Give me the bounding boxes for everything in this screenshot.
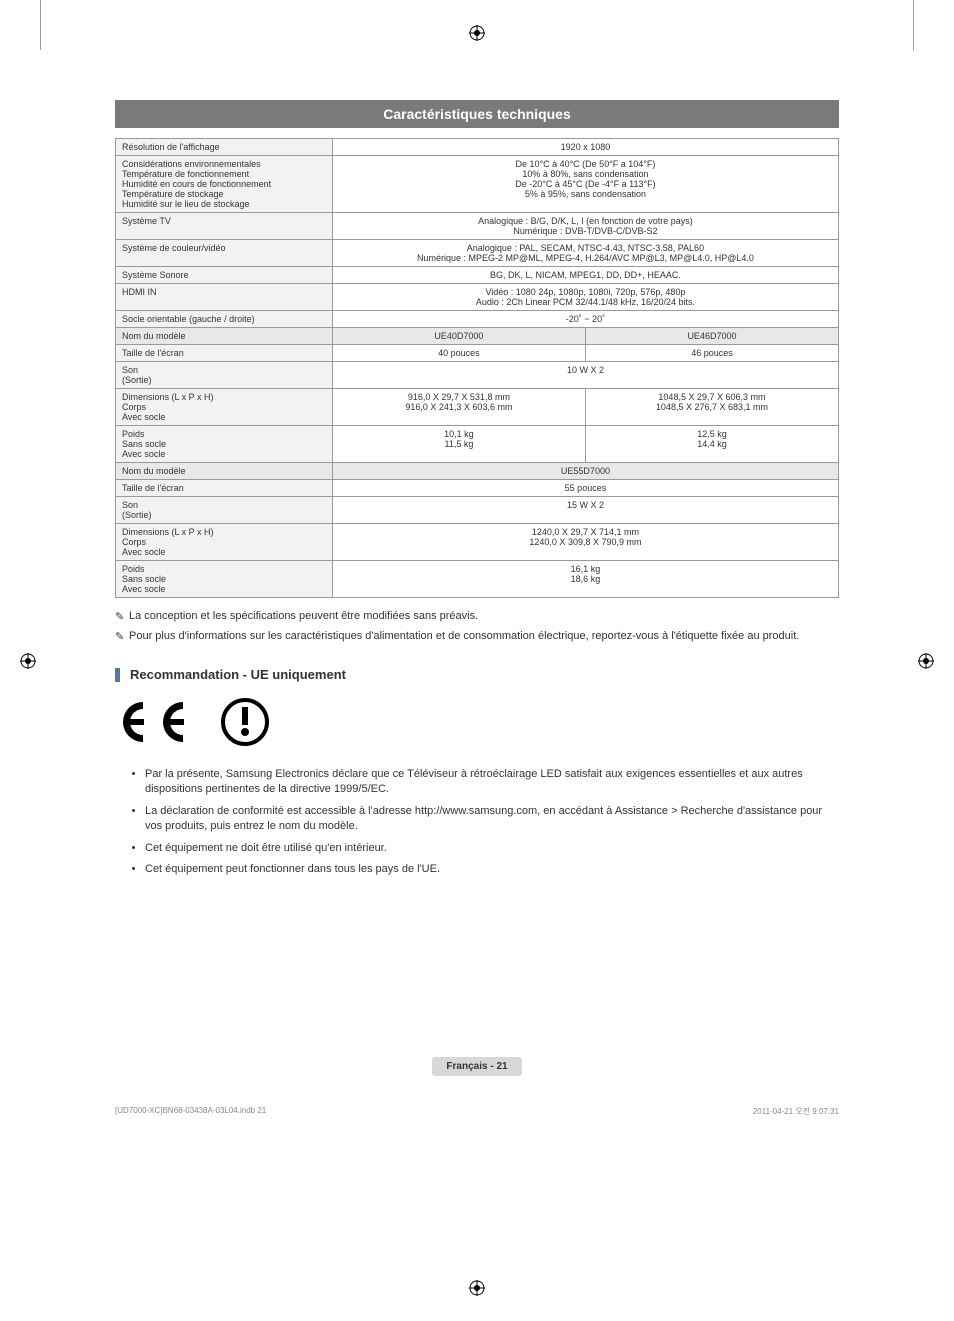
- spec-value: 1048,5 X 29,7 X 606,3 mm 1048,5 X 276,7 …: [585, 389, 838, 426]
- doc-footer: [UD7000-XC]BN68-03438A-03L04.indb 21 201…: [115, 1106, 839, 1117]
- spec-label: HDMI IN: [116, 284, 333, 311]
- spec-label: Système de couleur/vidéo: [116, 240, 333, 267]
- table-row: Nom du modèle UE55D7000: [116, 463, 839, 480]
- indoor-use-icon: [220, 697, 270, 747]
- compliance-logos: [115, 697, 839, 747]
- table-row: HDMI IN Vidéo : 1080 24p, 1080p, 1080i, …: [116, 284, 839, 311]
- table-row: Dimensions (L x P x H) Corps Avec socle …: [116, 524, 839, 561]
- table-row: Système TV Analogique : B/G, D/K, L, I (…: [116, 213, 839, 240]
- spec-value: 40 pouces: [332, 345, 585, 362]
- table-row: Résolution de l'affichage 1920 x 1080: [116, 139, 839, 156]
- spec-value: 10,1 kg 11,5 kg: [332, 426, 585, 463]
- crop-mark: [40, 0, 41, 50]
- doc-footer-right: 2011-04-21 오전 9:07:31: [753, 1106, 839, 1117]
- spec-value: 15 W X 2: [332, 497, 838, 524]
- spec-value: 12,5 kg 14,4 kg: [585, 426, 838, 463]
- spec-label: Taille de l'écran: [116, 345, 333, 362]
- spec-value: -20˚ ~ 20˚: [332, 311, 838, 328]
- spec-label: Poids Sans socle Avec socle: [116, 426, 333, 463]
- spec-value: 46 pouces: [585, 345, 838, 362]
- section-bar-icon: [115, 668, 120, 682]
- registration-mark-icon: [469, 25, 485, 41]
- spec-value: 916,0 X 29,7 X 531,8 mm 916,0 X 241,3 X …: [332, 389, 585, 426]
- spec-value: 1920 x 1080: [332, 139, 838, 156]
- table-row: Taille de l'écran 40 pouces 46 pouces: [116, 345, 839, 362]
- spec-label: Système Sonore: [116, 267, 333, 284]
- spec-label: Taille de l'écran: [116, 480, 333, 497]
- spec-label: Poids Sans socle Avec socle: [116, 561, 333, 598]
- spec-value: 55 pouces: [332, 480, 838, 497]
- table-row: Nom du modèle UE40D7000 UE46D7000: [116, 328, 839, 345]
- model-name: UE55D7000: [332, 463, 838, 480]
- spec-label: Son (Sortie): [116, 497, 333, 524]
- model-name: UE40D7000: [332, 328, 585, 345]
- table-row: Socle orientable (gauche / droite) -20˚ …: [116, 311, 839, 328]
- list-item: Par la présente, Samsung Electronics déc…: [145, 767, 839, 798]
- registration-mark-icon: [20, 653, 36, 669]
- spec-value: 1240,0 X 29,7 X 714,1 mm 1240,0 X 309,8 …: [332, 524, 838, 561]
- list-item: Cet équipement ne doit être utilisé qu'e…: [145, 841, 839, 856]
- table-row: Poids Sans socle Avec socle 16,1 kg 18,6…: [116, 561, 839, 598]
- model-header-label: Nom du modèle: [116, 328, 333, 345]
- table-row: Système Sonore BG, DK, L, NICAM, MPEG1, …: [116, 267, 839, 284]
- table-row: Taille de l'écran 55 pouces: [116, 480, 839, 497]
- model-header-label: Nom du modèle: [116, 463, 333, 480]
- spec-label: Considérations environnementales Tempéra…: [116, 156, 333, 213]
- spec-label: Résolution de l'affichage: [116, 139, 333, 156]
- bullet-list: Par la présente, Samsung Electronics déc…: [115, 767, 839, 877]
- spec-label: Son (Sortie): [116, 362, 333, 389]
- spec-label: Dimensions (L x P x H) Corps Avec socle: [116, 524, 333, 561]
- crop-mark: [913, 0, 914, 50]
- spec-value: BG, DK, L, NICAM, MPEG1, DD, DD+, HEAAC.: [332, 267, 838, 284]
- table-row: Son (Sortie) 15 W X 2: [116, 497, 839, 524]
- spec-label: Dimensions (L x P x H) Corps Avec socle: [116, 389, 333, 426]
- spec-value: Analogique : PAL, SECAM, NTSC-4.43, NTSC…: [332, 240, 838, 267]
- page-number: Français - 21: [432, 1057, 521, 1076]
- table-row: Dimensions (L x P x H) Corps Avec socle …: [116, 389, 839, 426]
- table-row: Poids Sans socle Avec socle 10,1 kg 11,5…: [116, 426, 839, 463]
- spec-value: De 10°C à 40°C (De 50°F a 104°F) 10% à 8…: [332, 156, 838, 213]
- doc-footer-left: [UD7000-XC]BN68-03438A-03L04.indb 21: [115, 1106, 266, 1117]
- spec-value: 16,1 kg 18,6 kg: [332, 561, 838, 598]
- page-footer: Français - 21: [115, 1057, 839, 1076]
- table-row: Son (Sortie) 10 W X 2: [116, 362, 839, 389]
- spec-label: Système TV: [116, 213, 333, 240]
- note-text: Pour plus d'informations sur les caracté…: [115, 630, 839, 642]
- section-title-bar: Caractéristiques techniques: [115, 100, 839, 128]
- specs-table: Résolution de l'affichage 1920 x 1080 Co…: [115, 138, 839, 598]
- list-item: Cet équipement peut fonctionner dans tou…: [145, 862, 839, 877]
- spec-label: Socle orientable (gauche / droite): [116, 311, 333, 328]
- registration-mark-icon: [469, 1280, 485, 1296]
- spec-value: Analogique : B/G, D/K, L, I (en fonction…: [332, 213, 838, 240]
- section-header: Recommandation - UE uniquement: [115, 667, 839, 682]
- model-name: UE46D7000: [585, 328, 838, 345]
- list-item: La déclaration de conformité est accessi…: [145, 804, 839, 835]
- table-row: Système de couleur/vidéo Analogique : PA…: [116, 240, 839, 267]
- spec-value: Vidéo : 1080 24p, 1080p, 1080i, 720p, 57…: [332, 284, 838, 311]
- section-title: Recommandation - UE uniquement: [130, 667, 346, 682]
- ce-mark-icon: [115, 697, 205, 747]
- table-row: Considérations environnementales Tempéra…: [116, 156, 839, 213]
- registration-mark-icon: [918, 653, 934, 669]
- note-text: La conception et les spécifications peuv…: [115, 610, 839, 622]
- spec-value: 10 W X 2: [332, 362, 838, 389]
